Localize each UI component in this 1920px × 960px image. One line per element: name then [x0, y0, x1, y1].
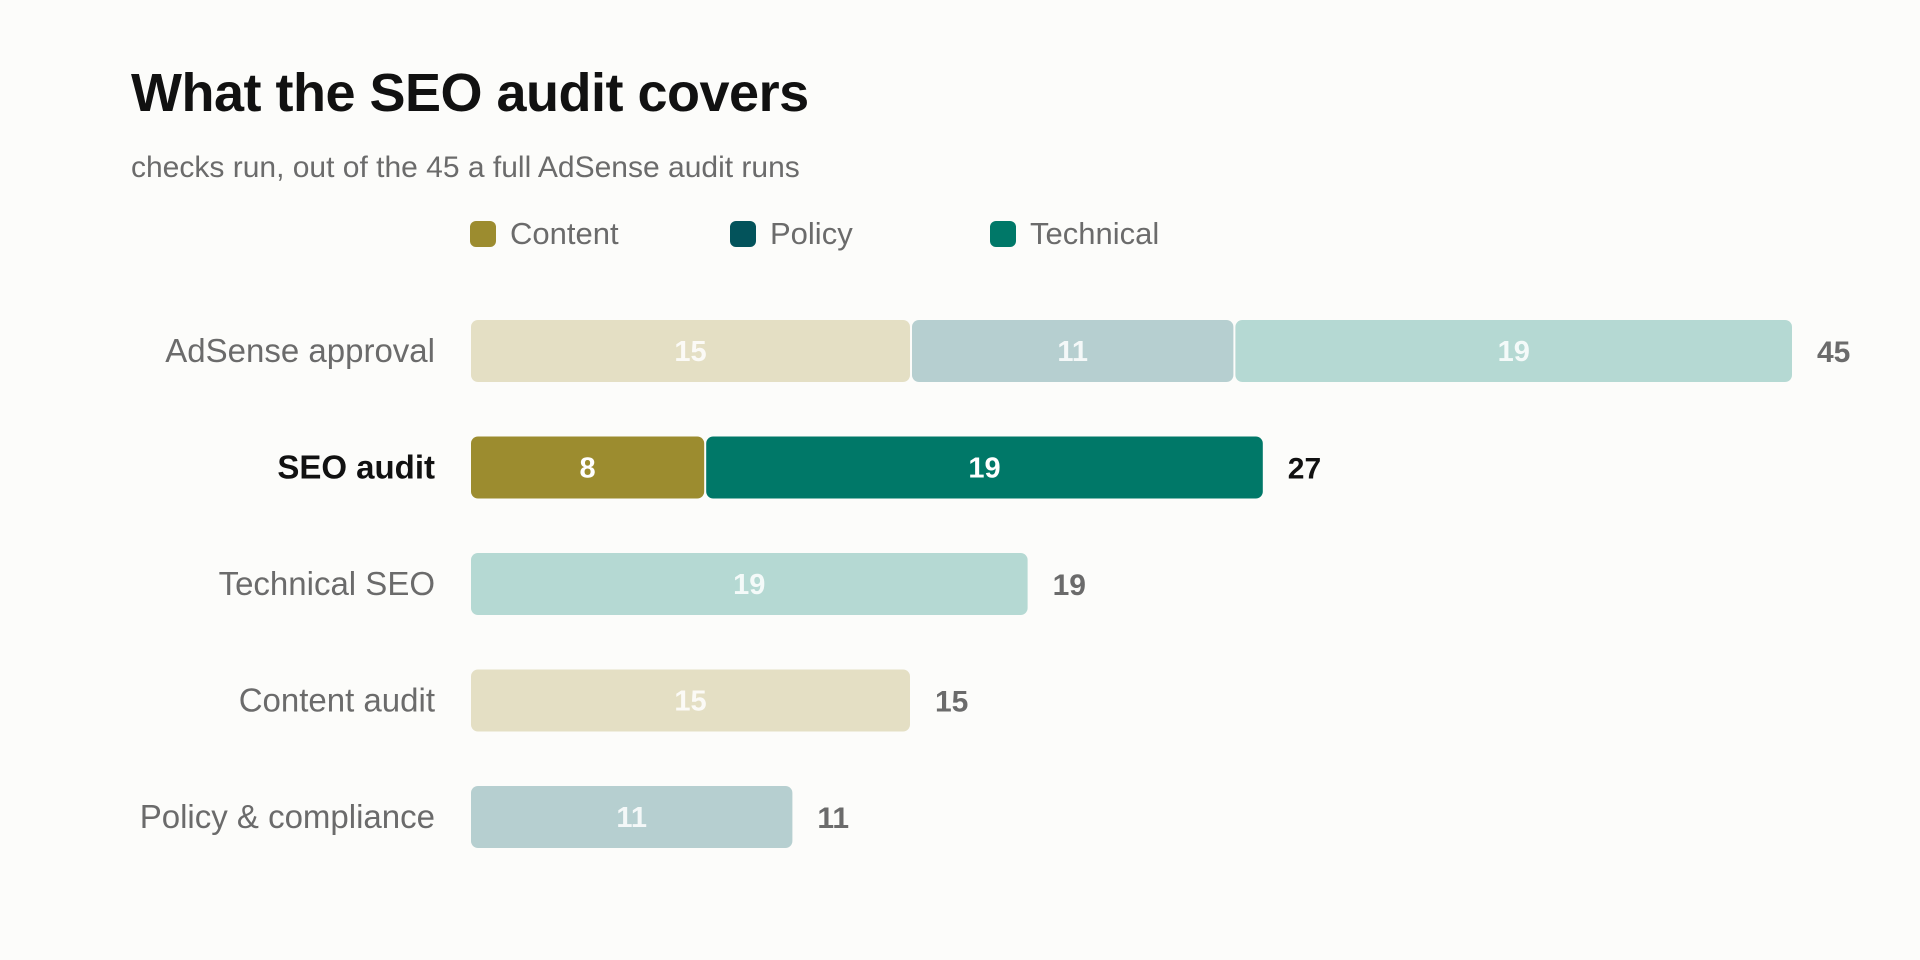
legend-label-content: Content	[510, 216, 619, 251]
segment-value-content-audit-content: 15	[674, 686, 706, 718]
legend: Content Policy Technical	[0, 214, 1920, 254]
segment-value-seo-audit-content: 8	[580, 453, 596, 485]
bar-segment-technical-seo-technical	[471, 553, 1028, 615]
legend-label-technical: Technical	[1030, 216, 1160, 251]
total-label-seo-audit: 27	[1288, 453, 1321, 486]
bar-row-policy-compliance: Policy & compliance 11 11	[140, 786, 849, 848]
category-label-policy-compliance: Policy & compliance	[140, 798, 435, 835]
category-label-adsense-approval: AdSense approval	[165, 332, 435, 369]
chart-subtitle: checks run, out of the 45 a full AdSense…	[131, 151, 800, 184]
segment-value-adsense-approval-policy: 11	[1057, 336, 1088, 368]
legend-item-technical: Technical	[990, 214, 1159, 254]
category-label-technical-seo: Technical SEO	[219, 565, 435, 602]
bar-segment-content-audit-content	[471, 669, 910, 732]
bar-row-adsense-approval: AdSense approval 15 11 19 45	[165, 320, 1850, 382]
category-label-content-audit: Content audit	[239, 682, 435, 719]
segment-value-adsense-approval-content: 15	[674, 336, 706, 368]
total-label-technical-seo: 19	[1053, 569, 1086, 602]
bar-row-seo-audit: SEO audit 8 19 27	[277, 436, 1321, 499]
legend-swatch-policy	[730, 221, 756, 247]
bar-segment-adsense-approval-policy	[912, 320, 1234, 382]
legend-swatch-technical	[990, 221, 1016, 247]
total-label-policy-compliance: 11	[817, 802, 849, 835]
legend-swatch-content	[470, 221, 496, 247]
bar-segment-adsense-approval-content	[471, 320, 910, 382]
legend-item-policy: Policy	[730, 214, 853, 254]
segment-value-seo-audit-technical: 19	[968, 453, 1000, 485]
bar-segment-seo-audit-content	[471, 436, 705, 499]
total-label-adsense-approval: 45	[1817, 336, 1850, 369]
legend-item-content: Content	[470, 214, 619, 254]
chart-title: What the SEO audit covers	[131, 63, 809, 123]
legend-label-policy: Policy	[770, 216, 853, 251]
bar-row-technical-seo: Technical SEO 19 19	[219, 553, 1086, 615]
total-label-content-audit: 15	[935, 686, 968, 719]
category-label-seo-audit: SEO audit	[277, 449, 435, 486]
bar-row-content-audit: Content audit 15 15	[239, 669, 968, 732]
bar-segment-policy-compliance-policy	[471, 786, 793, 848]
bar-segment-seo-audit-technical	[706, 436, 1263, 499]
bar-segment-adsense-approval-technical	[1235, 320, 1792, 382]
segment-value-adsense-approval-technical: 19	[1498, 336, 1530, 368]
segment-value-policy-compliance-policy: 11	[616, 802, 647, 834]
segment-value-technical-seo-technical: 19	[733, 569, 765, 601]
